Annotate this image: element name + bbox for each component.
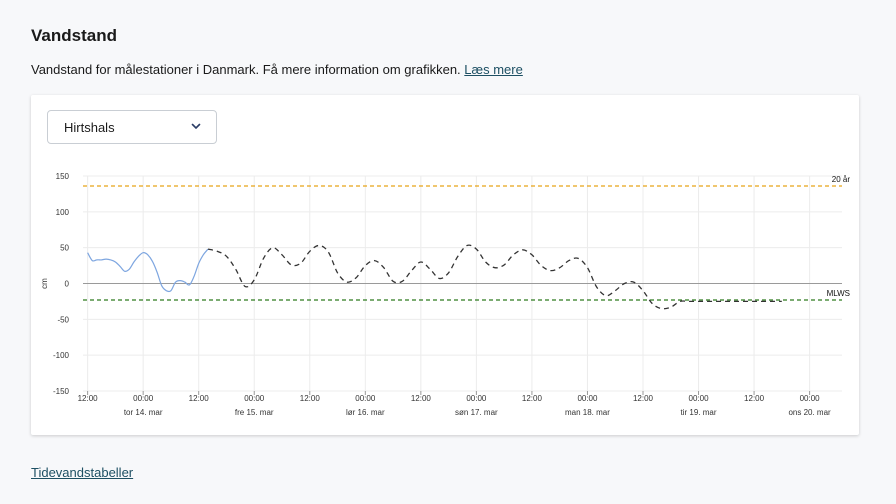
x-tick-label: 12:00 (522, 394, 543, 403)
y-tick-label: 150 (56, 172, 70, 181)
x-date-label: tor 14. mar (124, 408, 163, 417)
station-select-value: Hirtshals (64, 120, 115, 135)
intro-text: Vandstand for målestationer i Danmark. F… (31, 62, 461, 77)
intro-paragraph: Vandstand for målestationer i Danmark. F… (31, 62, 523, 77)
read-more-link[interactable]: Læs mere (464, 62, 523, 77)
station-select[interactable]: Hirtshals (47, 110, 217, 144)
x-date-label: ons 20. mar (788, 408, 831, 417)
x-tick-label: 12:00 (633, 394, 654, 403)
x-date-label: lør 16. mar (346, 408, 385, 417)
page-title: Vandstand (31, 26, 117, 45)
y-tick-label: -50 (57, 315, 69, 324)
observed-series-line (87, 248, 209, 293)
x-tick-label: 00:00 (689, 394, 710, 403)
y-axis-label: cm (40, 278, 49, 289)
x-tick-label: 12:00 (189, 394, 210, 403)
forecast-series-line (207, 244, 782, 310)
y-tick-label: 50 (60, 244, 69, 253)
x-tick-label: 12:00 (300, 394, 321, 403)
x-tick-label: 00:00 (355, 394, 376, 403)
y-tick-label: 0 (65, 280, 70, 289)
x-tick-label: 00:00 (244, 394, 265, 403)
x-tick-label: 12:00 (744, 394, 765, 403)
y-tick-label: 100 (56, 208, 70, 217)
x-tick-label: 12:00 (411, 394, 432, 403)
x-date-label: søn 17. mar (455, 408, 498, 417)
x-tick-label: 00:00 (577, 394, 598, 403)
chevron-down-icon (191, 123, 201, 129)
reference-label-mlws: MLWS (827, 289, 850, 298)
x-tick-label: 00:00 (800, 394, 821, 403)
y-tick-label: -100 (53, 351, 70, 360)
y-tick-label: -150 (53, 387, 70, 396)
x-date-label: tir 19. mar (681, 408, 717, 417)
chart-card: Hirtshals 150 100 50 0 -50 -100 -150 12:00 00:00… (31, 95, 859, 435)
x-tick-label: 00:00 (466, 394, 487, 403)
x-date-label: man 18. mar (565, 408, 610, 417)
tide-tables-link[interactable]: Tidevandstabeller (31, 465, 134, 480)
x-tick-label: 00:00 (133, 394, 154, 403)
water-level-chart: 150 100 50 0 -50 -100 -150 12:00 00:00 tor 14. ma… (40, 172, 851, 417)
x-date-label: fre 15. mar (235, 408, 274, 417)
reference-label-20yr: 20 år (832, 175, 851, 184)
x-tick-label: 12:00 (78, 394, 99, 403)
